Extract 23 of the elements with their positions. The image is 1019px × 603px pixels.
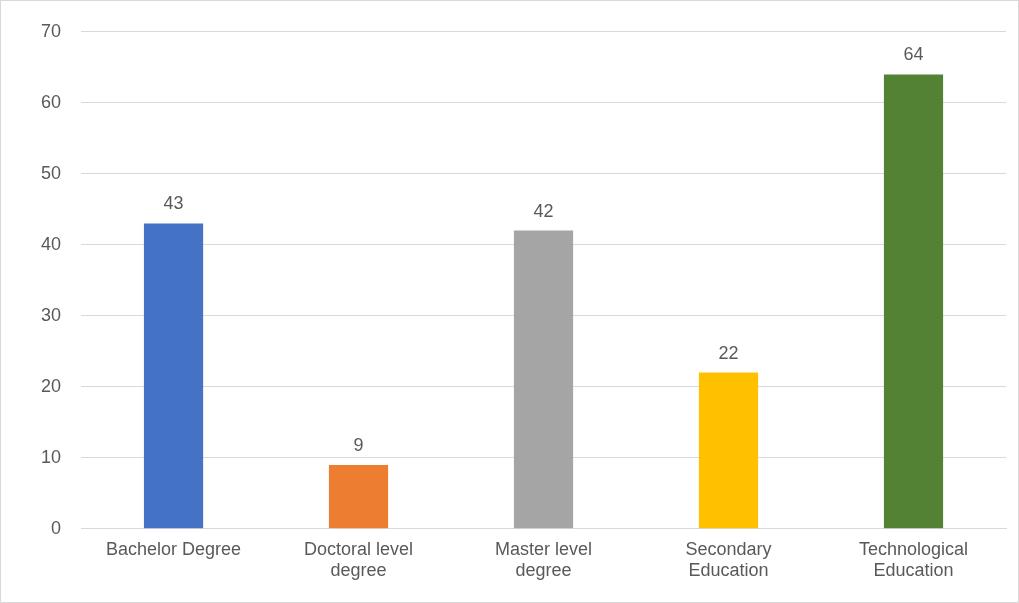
y-tick-label: 30 <box>40 304 62 325</box>
y-tick-label: 70 <box>40 20 62 41</box>
data-label: 64 <box>903 44 924 65</box>
bar <box>698 372 759 529</box>
x-tick-label: Master level degree <box>495 538 593 581</box>
x-tick-label: Technological Education <box>858 538 969 581</box>
bar <box>883 74 944 529</box>
data-label: 9 <box>353 434 364 455</box>
data-label: 43 <box>163 193 184 214</box>
y-tick-label: 60 <box>40 91 62 112</box>
bar <box>513 230 574 529</box>
data-label: 42 <box>533 200 554 221</box>
bar <box>328 464 389 529</box>
x-tick-label: Bachelor Degree <box>105 538 242 559</box>
x-tick-label: Doctoral level degree <box>303 538 414 581</box>
y-tick-label: 40 <box>40 233 62 254</box>
y-tick-label: 0 <box>51 517 62 538</box>
data-label: 22 <box>718 342 739 363</box>
bar <box>143 223 204 529</box>
x-tick-label: Secondary Education <box>685 538 772 581</box>
y-tick-label: 20 <box>40 375 62 396</box>
y-tick-label: 50 <box>40 162 62 183</box>
y-tick-label: 10 <box>40 446 62 467</box>
